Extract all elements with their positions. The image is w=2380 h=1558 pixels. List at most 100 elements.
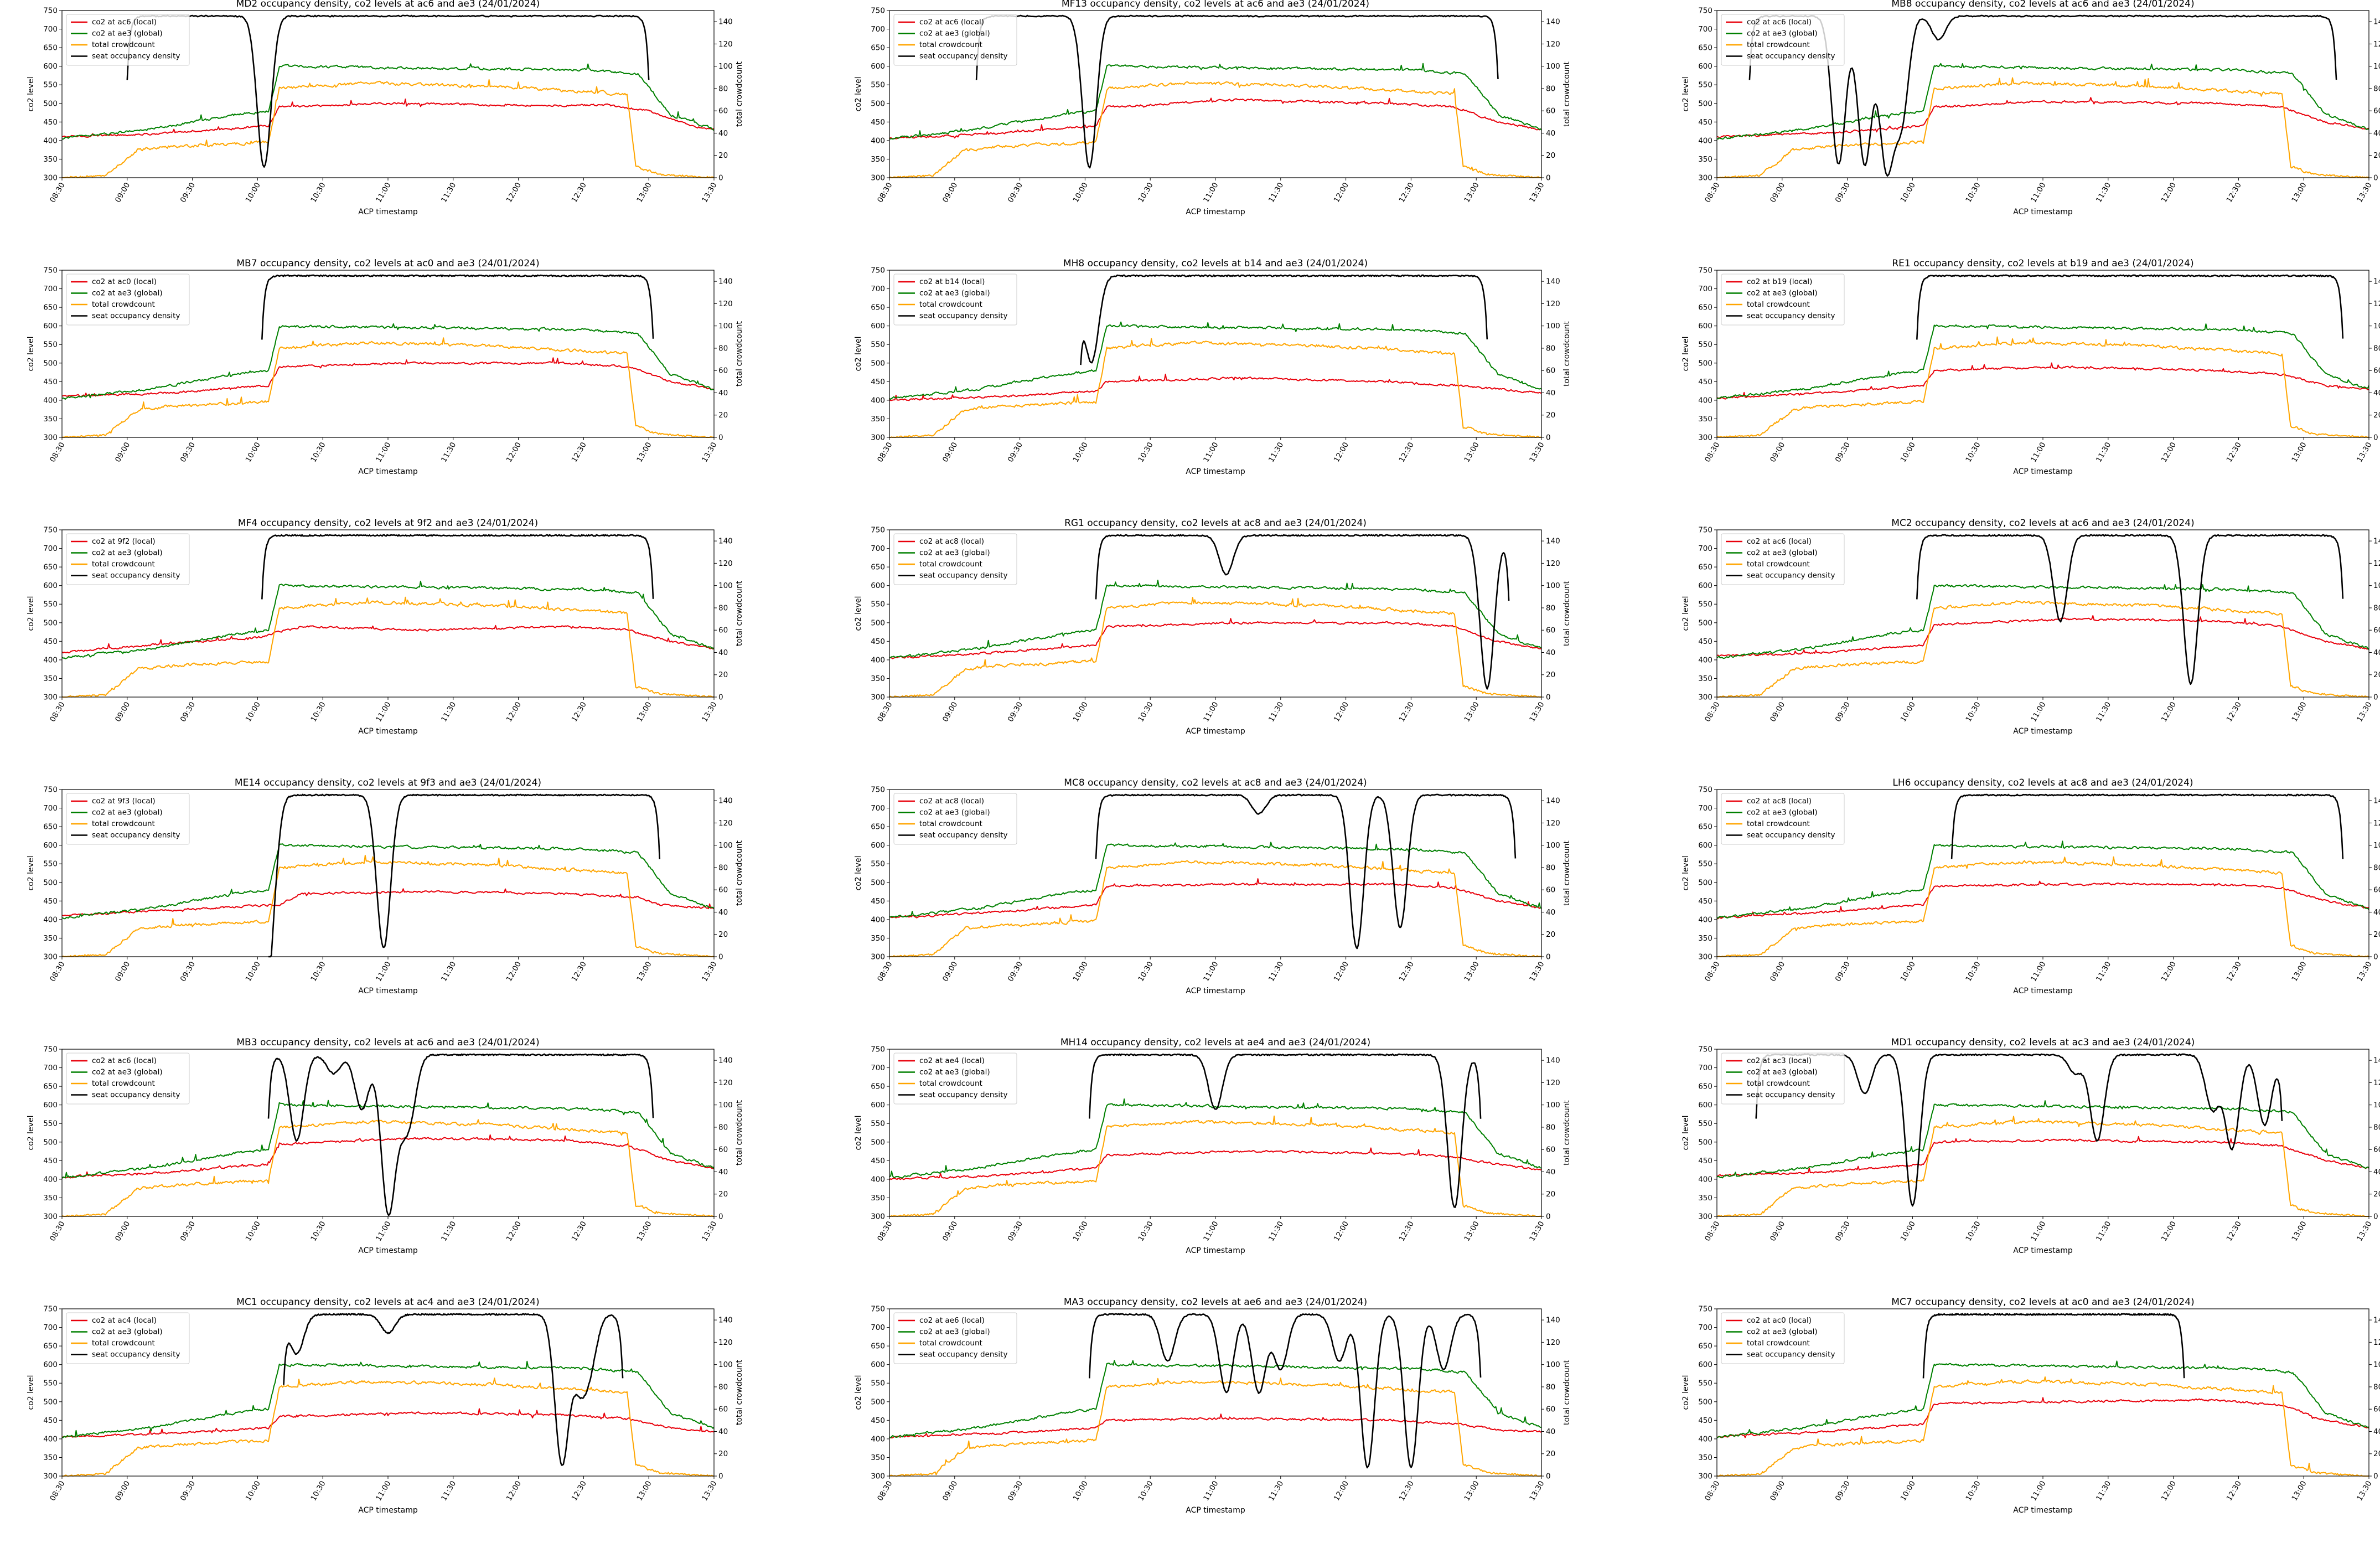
y-tick-label: 650 xyxy=(43,303,58,312)
x-axis-label: ACP timestamp xyxy=(1186,987,1245,995)
x-tick-label: 12:00 xyxy=(1332,441,1351,464)
chart-svg: MH14 occupancy density, co2 levels at ae… xyxy=(854,1037,1571,1255)
legend-entry: total crowdcount xyxy=(1747,300,1810,309)
y-tick-label: 500 xyxy=(871,359,885,368)
y-tick-label: 450 xyxy=(43,378,58,386)
series-line-1 xyxy=(1717,63,2369,140)
y-tick-label: 500 xyxy=(43,878,58,887)
y2-axis-label: total crowdcount xyxy=(735,580,744,646)
y2-tick-label: 140 xyxy=(718,537,733,546)
y2-tick-label: 120 xyxy=(1546,559,1560,568)
y2-tick-label: 140 xyxy=(718,18,733,27)
y-tick-label: 650 xyxy=(871,303,885,312)
y-tick-label: 600 xyxy=(1698,841,1712,850)
y-tick-label: 600 xyxy=(43,322,58,331)
chart-svg: RE1 occupancy density, co2 levels at b19… xyxy=(1681,258,2380,476)
y-tick-label: 300 xyxy=(871,1472,885,1481)
x-tick-label: 10:00 xyxy=(1899,960,1917,983)
series-line-seat xyxy=(1748,14,2337,177)
legend-entry: seat occupancy density xyxy=(1747,1091,1835,1100)
x-tick-label: 08:30 xyxy=(48,441,66,464)
series-line-1 xyxy=(1717,584,2369,659)
legend-entry: co2 at ac6 (local) xyxy=(92,1056,157,1065)
y-tick-label: 400 xyxy=(1698,396,1712,405)
y-tick-label: 750 xyxy=(871,266,885,275)
legend-entry: total crowdcount xyxy=(1747,1079,1810,1088)
series-line-0 xyxy=(1717,615,2369,657)
chart-title: MB3 occupancy density, co2 levels at ac6… xyxy=(236,1037,539,1048)
x-tick-label: 10:00 xyxy=(1072,1479,1090,1503)
y-tick-label: 650 xyxy=(1698,823,1712,832)
y2-tick-label: 140 xyxy=(1546,537,1560,546)
x-tick-label: 12:00 xyxy=(2160,441,2178,464)
x-tick-label: 08:30 xyxy=(876,960,894,983)
y-tick-label: 450 xyxy=(871,378,885,386)
y2-tick-label: 140 xyxy=(718,797,733,806)
x-tick-label: 11:00 xyxy=(1202,1220,1220,1243)
x-tick-label: 12:30 xyxy=(570,441,588,464)
y-tick-label: 700 xyxy=(43,1323,58,1332)
y-tick-label: 300 xyxy=(43,174,58,183)
y2-tick-label: 0 xyxy=(2373,434,2378,442)
y2-tick-label: 40 xyxy=(2373,389,2380,398)
y2-tick-label: 140 xyxy=(718,277,733,286)
series-line-1 xyxy=(62,580,714,659)
y2-tick-label: 140 xyxy=(2373,18,2380,27)
y2-tick-label: 80 xyxy=(718,863,728,872)
legend-entry: co2 at ae3 (global) xyxy=(92,549,163,558)
chart-svg: RG1 occupancy density, co2 levels at ac8… xyxy=(854,518,1571,736)
x-tick-label: 09:30 xyxy=(1834,181,1852,204)
y-axis-label: co2 level xyxy=(27,337,35,372)
x-tick-label: 09:00 xyxy=(941,1479,959,1503)
y-tick-label: 500 xyxy=(43,1138,58,1147)
x-tick-label: 13:30 xyxy=(1528,960,1546,983)
y-axis-label: co2 level xyxy=(1681,77,1690,112)
y-tick-label: 600 xyxy=(1698,581,1712,590)
x-tick-label: 09:00 xyxy=(113,700,132,724)
x-axis-label: ACP timestamp xyxy=(358,1246,418,1255)
legend: co2 at ac8 (local) co2 at ae3 (global) tot… xyxy=(893,793,1017,845)
x-tick-label: 09:30 xyxy=(1006,441,1025,464)
x-tick-label: 13:00 xyxy=(1462,181,1481,204)
x-tick-label: 12:30 xyxy=(1398,441,1416,464)
x-tick-label: 11:00 xyxy=(2029,181,2047,204)
y2-tick-label: 0 xyxy=(718,1213,723,1221)
y2-tick-label: 120 xyxy=(1546,1338,1560,1347)
series-line-seat xyxy=(1095,793,1517,950)
legend-entry: total crowdcount xyxy=(92,1079,155,1088)
y2-tick-label: 100 xyxy=(718,1101,733,1110)
x-tick-label: 09:30 xyxy=(1006,1220,1025,1243)
y2-tick-label: 140 xyxy=(718,1316,733,1325)
y-axis-label: co2 level xyxy=(1681,596,1690,631)
y-tick-label: 600 xyxy=(43,581,58,590)
legend-entry: seat occupancy density xyxy=(1747,52,1835,61)
y-tick-label: 450 xyxy=(871,897,885,906)
y2-tick-label: 140 xyxy=(2373,1056,2380,1065)
y2-tick-label: 60 xyxy=(2373,626,2380,635)
y2-tick-label: 100 xyxy=(1546,62,1560,71)
x-tick-label: 10:00 xyxy=(1899,181,1917,204)
y2-tick-label: 40 xyxy=(1546,908,1555,917)
y2-tick-label: 60 xyxy=(1546,1405,1555,1414)
y-tick-label: 350 xyxy=(871,674,885,683)
y2-tick-label: 80 xyxy=(2373,863,2380,872)
subplot-rg1: RG1 occupancy density, co2 levels at ac8… xyxy=(827,518,1658,779)
y2-tick-label: 140 xyxy=(2373,1316,2380,1325)
y2-tick-label: 80 xyxy=(2373,344,2380,353)
y-tick-label: 350 xyxy=(871,155,885,164)
legend-entry: co2 at ae3 (global) xyxy=(1747,1068,1818,1077)
x-tick-label: 09:30 xyxy=(179,960,197,983)
y-axis-label: co2 level xyxy=(27,77,35,112)
x-tick-label: 08:30 xyxy=(1703,441,1721,464)
legend-entry: co2 at ae4 (local) xyxy=(919,1056,985,1065)
series-line-2 xyxy=(889,1115,1541,1217)
y-tick-label: 750 xyxy=(1698,7,1712,16)
x-tick-label: 12:00 xyxy=(505,700,523,724)
x-tick-label: 10:30 xyxy=(1964,1220,1982,1243)
y-tick-label: 750 xyxy=(1698,786,1712,795)
legend-entry: co2 at ae3 (global) xyxy=(92,289,163,298)
y-axis-label: co2 level xyxy=(27,1375,35,1410)
series-line-2 xyxy=(1717,336,2369,438)
chart-title: MD1 occupancy density, co2 levels at ac3… xyxy=(1891,1037,2195,1048)
y2-tick-label: 20 xyxy=(718,1449,728,1458)
